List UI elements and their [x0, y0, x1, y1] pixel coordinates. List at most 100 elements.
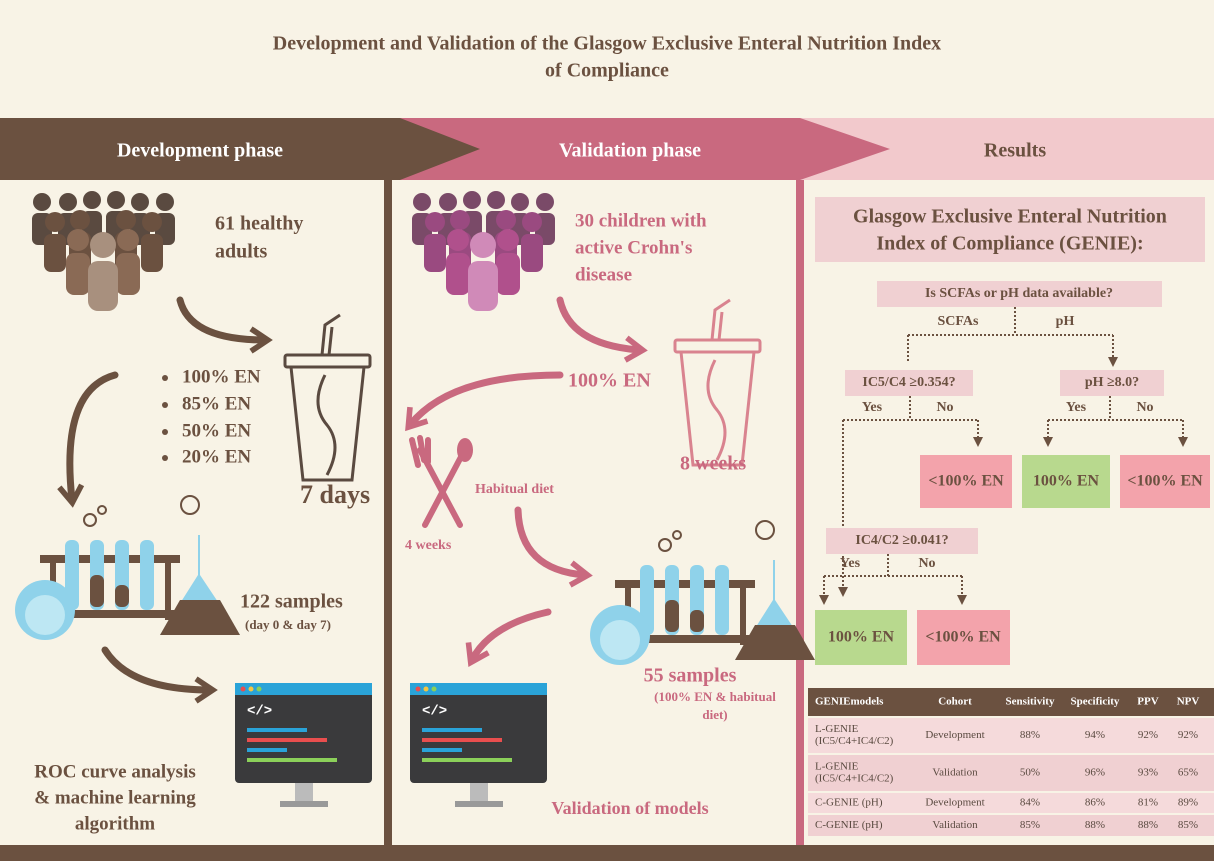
outcome-box: <100% EN	[928, 473, 1004, 490]
table-row	[808, 755, 1214, 791]
model-name: C-GENIE (pH)	[815, 797, 883, 809]
divider	[796, 180, 804, 845]
results-table: GENIEmodels Cohort Sensitivity Specificity P…	[808, 688, 1214, 836]
table-cell: 50%	[1020, 767, 1040, 779]
table-cell: 92%	[1138, 729, 1158, 741]
participants: 61 healthy	[215, 213, 303, 235]
model-name: (IC5/C4+IC4/C2)	[815, 735, 894, 747]
branch-label: SCFAs	[938, 314, 980, 329]
validation-panel: 30 children with active Crohn's disease …	[405, 191, 816, 818]
lab-icon	[589, 520, 816, 666]
table-cell: 85%	[1178, 819, 1198, 831]
table-header: PPV	[1137, 696, 1158, 708]
table-cell: 84%	[1020, 797, 1040, 809]
people-icon	[412, 191, 555, 311]
samples-note: (day 0 & day 7)	[245, 617, 331, 632]
results-heading: Glasgow Exclusive Enteral Nutrition	[853, 206, 1167, 228]
computer-icon	[410, 683, 547, 807]
table-header: NPV	[1177, 696, 1200, 708]
intervention: 50% EN	[182, 420, 251, 441]
table-header: GENIEmodels	[815, 696, 884, 708]
table-cell: 93%	[1138, 767, 1158, 779]
no-label: No	[918, 556, 935, 571]
tree-node: IC4/C2 ≥0.041?	[855, 533, 948, 548]
outcome: Validation of models	[551, 798, 708, 818]
table-cell: 88%	[1020, 729, 1040, 741]
analysis: ROC curve analysis	[34, 761, 196, 782]
table-header: Specificity	[1071, 696, 1120, 708]
phase-label: Development phase	[117, 140, 283, 162]
participants: 30 children with	[575, 210, 707, 231]
participants: disease	[575, 264, 632, 285]
model-name: L-GENIE	[815, 761, 859, 773]
results-heading: Index of Compliance (GENIE):	[876, 233, 1143, 255]
table-cell: Development	[925, 729, 984, 741]
outcome-box: <100% EN	[1127, 473, 1203, 490]
outcome-box: <100% EN	[925, 629, 1001, 646]
title-line: of Compliance	[545, 60, 669, 82]
outcome-box: 100% EN	[1033, 473, 1100, 490]
table-cell: 96%	[1085, 767, 1105, 779]
no-label: No	[1136, 400, 1153, 415]
tree-node: IC5/C4 ≥0.354?	[862, 375, 955, 390]
analysis: algorithm	[75, 813, 155, 834]
table-cell: 86%	[1085, 797, 1105, 809]
flow-arrow	[57, 371, 119, 508]
table-cell: 88%	[1138, 819, 1158, 831]
phase-banner: Development phase Validation phase Resul…	[0, 118, 1214, 180]
cutlery-icon	[409, 435, 473, 528]
people-icon	[32, 191, 175, 311]
samples: 122 samples	[240, 591, 343, 613]
tree-node: pH ≥8.0?	[1085, 375, 1139, 390]
development-panel: 61 healthy adults 100% EN 85% EN 50% EN …	[14, 191, 372, 834]
table-cell: 81%	[1138, 797, 1158, 809]
table-cell: 65%	[1178, 767, 1198, 779]
phase-label: Results	[984, 140, 1046, 162]
table-cell: 89%	[1178, 797, 1198, 809]
intervention: 85% EN	[182, 393, 251, 414]
analysis: & machine learning	[34, 787, 196, 808]
flow-arrow	[176, 296, 273, 354]
branch-label: pH	[1056, 314, 1075, 329]
table-cell: 92%	[1178, 729, 1198, 741]
table-row	[808, 718, 1214, 753]
flow-arrow	[101, 646, 218, 704]
title-line: Development and Validation of the Glasgo…	[273, 33, 941, 55]
flow-arrow	[405, 371, 564, 432]
samples: 55 samples	[644, 665, 737, 687]
duration: 8 weeks	[680, 453, 746, 475]
flow-arrow	[514, 506, 593, 588]
intervention: 20% EN	[182, 446, 251, 467]
title: Development and Validation of the Glasgo…	[273, 33, 941, 82]
yes-label: Yes	[1066, 400, 1087, 415]
table-row	[808, 815, 1214, 836]
table-header: Sensitivity	[1006, 696, 1055, 708]
samples-note: diet)	[702, 707, 727, 722]
model-name: (IC5/C4+IC4/C2)	[815, 773, 894, 785]
yes-label: Yes	[840, 556, 861, 571]
intervention: 100% EN	[182, 366, 261, 387]
participants: active Crohn's	[575, 237, 692, 258]
lab-icon	[14, 495, 241, 641]
comparator-duration: 4 weeks	[405, 538, 452, 553]
no-label: No	[936, 400, 953, 415]
table-row	[808, 793, 1214, 813]
table-cell: Development	[925, 797, 984, 809]
phase-label: Validation phase	[559, 140, 701, 162]
duration: 7 days	[300, 480, 370, 509]
table-cell: 94%	[1085, 729, 1105, 741]
comparator: Habitual diet	[475, 482, 554, 497]
footer-band	[0, 845, 1214, 861]
yes-label: Yes	[862, 400, 883, 415]
tree-node: Is SCFAs or pH data available?	[925, 286, 1113, 301]
results-panel: Glasgow Exclusive Enteral Nutrition Inde…	[808, 197, 1214, 836]
cup-icon	[285, 315, 370, 480]
table-cell: Validation	[932, 767, 978, 779]
intervention: 100% EN	[568, 370, 651, 392]
outcome-box: 100% EN	[828, 629, 895, 646]
divider	[384, 180, 392, 845]
table-cell: 88%	[1085, 819, 1105, 831]
samples-note: (100% EN & habitual	[654, 689, 776, 704]
flow-arrow	[465, 608, 552, 667]
